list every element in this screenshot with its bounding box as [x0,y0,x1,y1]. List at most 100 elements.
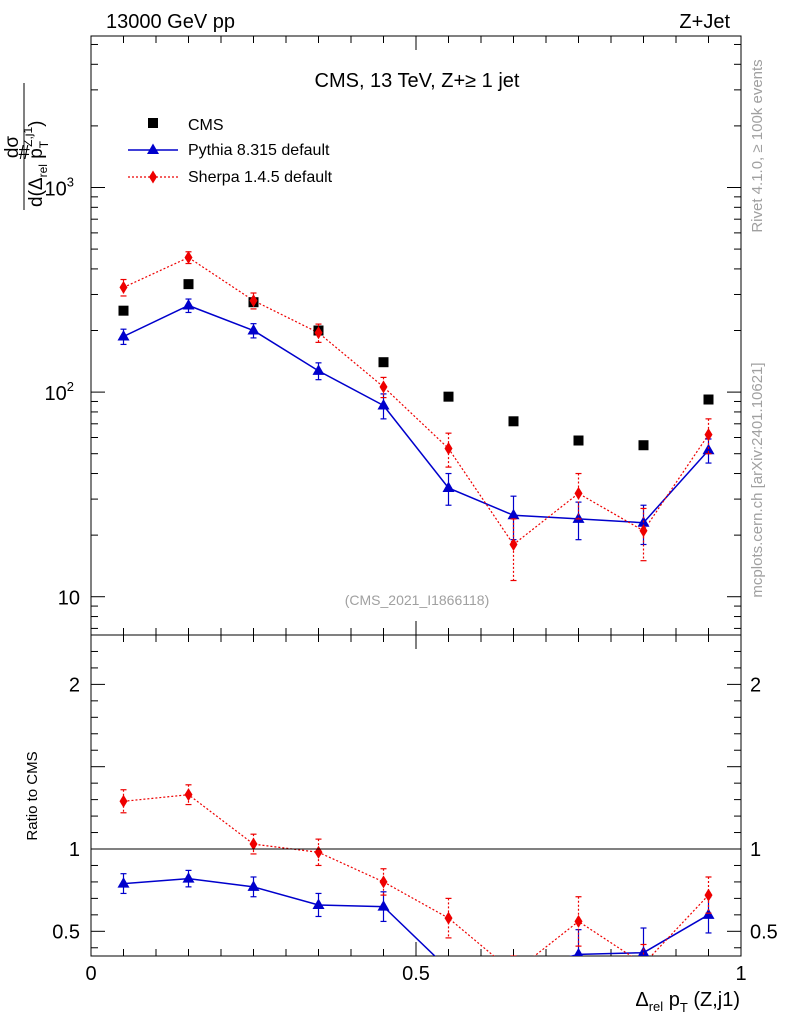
legend-marker-cms [148,118,158,128]
ratio-point-pythia [117,877,130,888]
main-point-data [508,416,519,427]
main-point-pythia [312,364,325,375]
y-label-denom-end: ) [26,121,47,127]
legend-marker-sherpa [149,170,157,184]
ratio-point-sherpa [249,837,258,851]
main-point-sherpa [704,428,713,442]
ratio-y-tick-label-right: 1 [750,839,761,861]
main-point-sherpa [184,250,193,264]
ratio-y-tick-label-right: 0.5 [750,921,778,943]
ratio-y-tick-label-left: 2 [69,674,80,696]
ratio-point-sherpa [640,958,648,971]
ratio-point-sherpa [119,794,128,808]
ratio-point-sherpa [510,966,518,979]
y-label-denom-sub1: rel [36,164,50,177]
mcplots-label: mcplots.cern.ch [arXiv:2401.10621] [749,362,766,597]
ratio-y-tick-label-left: 0.5 [52,921,80,943]
ratio-point-sherpa [184,788,193,802]
ratio-point-sherpa [444,911,453,925]
ratio-point-sherpa [314,845,323,859]
analysis-watermark: (CMS_2021_I1866118) [345,592,490,608]
legend-label-cms: CMS [188,117,224,134]
ratio-y-tick-label-left: 1 [69,839,80,861]
main-point-pythia [182,299,195,310]
main-point-pythia [377,399,390,410]
x-tick-label: 1 [735,963,746,985]
x-label-rest: (Z,j1) [688,989,740,1011]
main-point-sherpa [379,380,388,394]
main-line-sherpa [123,256,709,546]
legend-marker-pythia [147,143,159,154]
x-tick-label: 0.5 [402,963,430,985]
main-point-sherpa [444,442,453,456]
main-point-sherpa [639,524,648,538]
main-point-sherpa [314,326,323,340]
main-plot-area [117,250,715,582]
ratio-point-sherpa [574,914,583,928]
ratio-point-pythia [182,872,195,883]
main-point-data [703,394,714,405]
main-point-pythia [507,508,520,520]
y-label-denominator: d(Δrel pTZ,j1) [21,121,51,207]
ratio-axis-ticks: 0.5 0.5 1 1 2 2 [52,634,778,949]
x-label-sub2: T [680,1000,688,1015]
main-point-data [183,279,194,290]
main-point-pythia [247,324,260,335]
x-label-delta: Δ [635,989,648,1011]
main-point-data [443,391,454,402]
y-label-denom-sup: Z,j1 [21,127,35,147]
main-point-sherpa [249,294,258,308]
x-label-sub1: rel [649,999,664,1014]
ratio-plot-area [117,784,715,979]
header-right: Z+Jet [679,11,730,33]
chart-title: CMS, 13 TeV, Z+≥ 1 jet [315,70,520,92]
y-label-numerator: dσ [2,136,23,159]
ratio-point-pythia [443,963,455,974]
main-point-data [378,357,389,368]
main-y-tick-exp: 2 [67,379,74,394]
ratio-point-pythia [637,946,650,956]
main-y-tick-label: 10 [58,588,80,610]
main-point-sherpa [509,537,518,551]
y-label-denom-mid: p [26,148,47,164]
main-point-pythia [702,443,715,455]
main-y-tick-base: 10 [45,178,67,200]
main-point-pythia [442,481,455,492]
ratio-line-sherpa [123,794,709,956]
ratio-y-tick-label-right: 2 [750,674,761,696]
ratio-point-sherpa [704,888,713,902]
main-y-tick-exp: 3 [67,174,74,189]
main-point-data [118,305,129,316]
y-label-denom-sub2: T [37,140,51,148]
main-y-tick-base: 10 [58,588,80,610]
x-tick-label: 0 [85,963,96,985]
main-y-tick-label: 102 [45,379,74,405]
main-point-pythia [117,329,130,341]
main-y-tick-base: 10 [45,383,67,405]
main-point-data [638,440,649,451]
ratio-point-pythia [377,900,390,911]
y-axis-label: # dσ d(Δrel pTZ,j1) [2,83,51,210]
x-axis-ticks: 0 0.5 1 [85,36,747,985]
ratio-point-pythia [508,964,520,975]
main-y-tick-label: 103 [45,174,74,200]
x-label-p: p [663,989,680,1011]
ratio-y-label: Ratio to CMS [24,751,41,840]
x-axis-label: Δrel pT (Z,j1) [635,989,740,1015]
ratio-point-pythia [573,947,584,956]
y-label-denom-main: d(Δ [26,177,47,207]
main-point-sherpa [574,486,583,500]
legend: CMS Pythia 8.315 default Sherpa 1.4.5 de… [128,117,333,186]
main-point-data [573,435,584,446]
ratio-point-sherpa [379,875,388,889]
rivet-label: Rivet 4.1.0, ≥ 100k events [749,59,766,232]
main-point-sherpa [119,280,128,294]
legend-label-sherpa: Sherpa 1.4.5 default [188,169,333,186]
ratio-point-pythia [312,898,325,909]
ratio-point-pythia [247,880,260,891]
ratio-line-pythia [123,877,709,956]
header-left: 13000 GeV pp [106,11,235,33]
main-line-pythia [123,304,710,524]
